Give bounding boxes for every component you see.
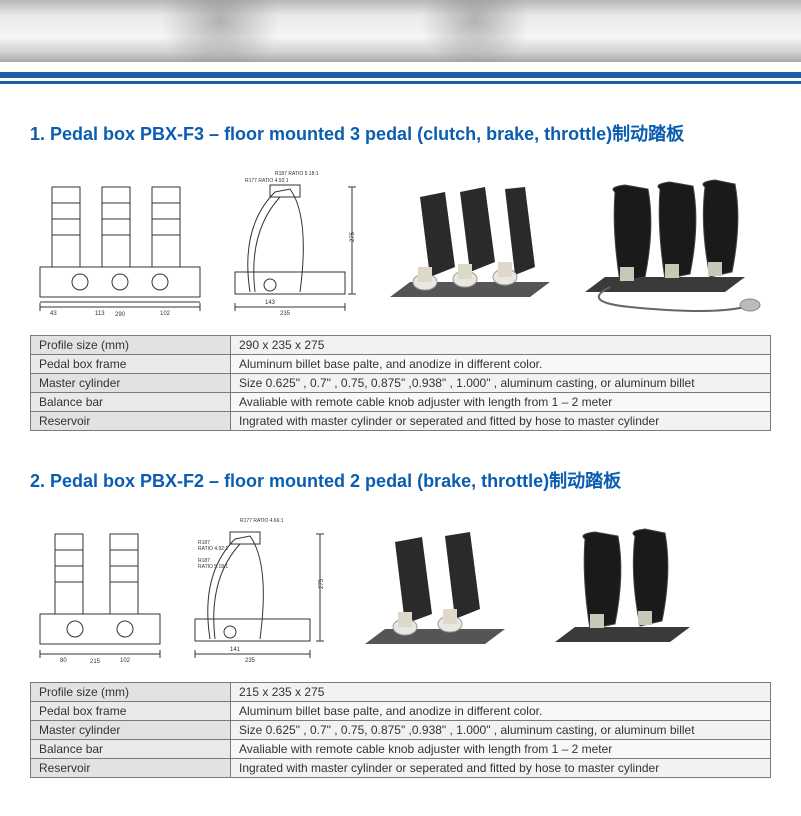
table-row: Pedal box frameAluminum billet base palt…	[31, 702, 771, 721]
svg-text:43: 43	[50, 311, 57, 317]
spec-label: Balance bar	[31, 740, 231, 759]
svg-text:80: 80	[60, 658, 67, 664]
svg-text:R177 RATIO 4.92:1: R177 RATIO 4.92:1	[245, 178, 289, 184]
section1-render-light	[370, 167, 560, 317]
table-row: Balance barAvaliable with remote cable k…	[31, 740, 771, 759]
spec-value: Ingrated with master cylinder or seperat…	[231, 759, 771, 778]
section1-render-dark	[570, 167, 780, 317]
table-row: Pedal box frameAluminum billet base palt…	[31, 355, 771, 374]
spec-label: Reservoir	[31, 759, 231, 778]
svg-text:RATIO 5.18:1: RATIO 5.18:1	[198, 564, 228, 570]
svg-text:102: 102	[120, 658, 131, 664]
divider-thin	[0, 81, 801, 84]
divider-thick	[0, 72, 801, 78]
svg-text:215: 215	[90, 659, 101, 664]
hero-photo-strip	[0, 0, 801, 62]
svg-text:R177 RATIO 4.66:1: R177 RATIO 4.66:1	[240, 518, 284, 524]
section1-front-drawing: 43 113 102 290	[30, 167, 210, 317]
table-row: Master cylinderSize 0.625" , 0.7" , 0.75…	[31, 374, 771, 393]
spec-value: Size 0.625" , 0.7" , 0.75, 0.875" ,0.938…	[231, 721, 771, 740]
section2-title: 2. Pedal box PBX-F2 – floor mounted 2 pe…	[30, 469, 771, 494]
section1-tbody: Profile size (mm)290 x 235 x 275 Pedal b…	[31, 336, 771, 431]
table-row: ReservoirIngrated with master cylinder o…	[31, 759, 771, 778]
table-row: Profile size (mm)215 x 235 x 275	[31, 683, 771, 702]
section2-front-drawing: 80 102 215	[30, 514, 170, 664]
svg-text:275: 275	[319, 579, 325, 590]
spec-label: Pedal box frame	[31, 702, 231, 721]
spec-value: Size 0.625" , 0.7" , 0.75, 0.875" ,0.938…	[231, 374, 771, 393]
table-row: Balance barAvaliable with remote cable k…	[31, 393, 771, 412]
section2-spec-table: Profile size (mm)215 x 235 x 275 Pedal b…	[30, 682, 771, 778]
section1-spec-table: Profile size (mm)290 x 235 x 275 Pedal b…	[30, 335, 771, 431]
section1-title: 1. Pedal box PBX-F3 – floor mounted 3 pe…	[30, 122, 771, 147]
section2-tbody: Profile size (mm)215 x 235 x 275 Pedal b…	[31, 683, 771, 778]
spec-label: Master cylinder	[31, 721, 231, 740]
spec-label: Master cylinder	[31, 374, 231, 393]
section2-images: 80 102 215 R177 RATIO 4.66:1 R187 RA	[30, 514, 771, 664]
svg-text:143: 143	[265, 300, 276, 306]
svg-text:RATIO 4.92:1: RATIO 4.92:1	[198, 546, 228, 552]
spec-label: Profile size (mm)	[31, 683, 231, 702]
svg-text:275: 275	[350, 232, 356, 243]
spec-value: Avaliable with remote cable knob adjuste…	[231, 740, 771, 759]
table-row: Profile size (mm)290 x 235 x 275	[31, 336, 771, 355]
spec-value: 290 x 235 x 275	[231, 336, 771, 355]
table-row: ReservoirIngrated with master cylinder o…	[31, 412, 771, 431]
spec-value: Aluminum billet base palte, and anodize …	[231, 702, 771, 721]
section1-images: 43 113 102 290 R187 RATIO 5.18:1 R17	[30, 167, 771, 317]
spec-value: Aluminum billet base palte, and anodize …	[231, 355, 771, 374]
svg-text:102: 102	[160, 311, 171, 317]
spec-label: Profile size (mm)	[31, 336, 231, 355]
spec-value: Avaliable with remote cable knob adjuste…	[231, 393, 771, 412]
svg-text:235: 235	[245, 658, 256, 664]
spec-value: Ingrated with master cylinder or seperat…	[231, 412, 771, 431]
section2-render-dark	[530, 514, 710, 664]
svg-text:R187 RATIO 5.18:1: R187 RATIO 5.18:1	[275, 171, 319, 177]
spec-label: Balance bar	[31, 393, 231, 412]
spec-value: 215 x 235 x 275	[231, 683, 771, 702]
svg-text:290: 290	[115, 312, 126, 317]
section2-side-drawing: R177 RATIO 4.66:1 R187 RATIO 4.92:1 R187…	[180, 514, 330, 664]
svg-text:113: 113	[95, 311, 105, 317]
svg-text:141: 141	[230, 647, 241, 653]
spec-label: Pedal box frame	[31, 355, 231, 374]
spec-label: Reservoir	[31, 412, 231, 431]
section2-render-light	[340, 514, 520, 664]
section1-side-drawing: R187 RATIO 5.18:1 R177 RATIO 4.92:1 235 …	[220, 167, 360, 317]
table-row: Master cylinderSize 0.625" , 0.7" , 0.75…	[31, 721, 771, 740]
content: 1. Pedal box PBX-F3 – floor mounted 3 pe…	[0, 122, 801, 778]
svg-text:235: 235	[280, 311, 291, 317]
